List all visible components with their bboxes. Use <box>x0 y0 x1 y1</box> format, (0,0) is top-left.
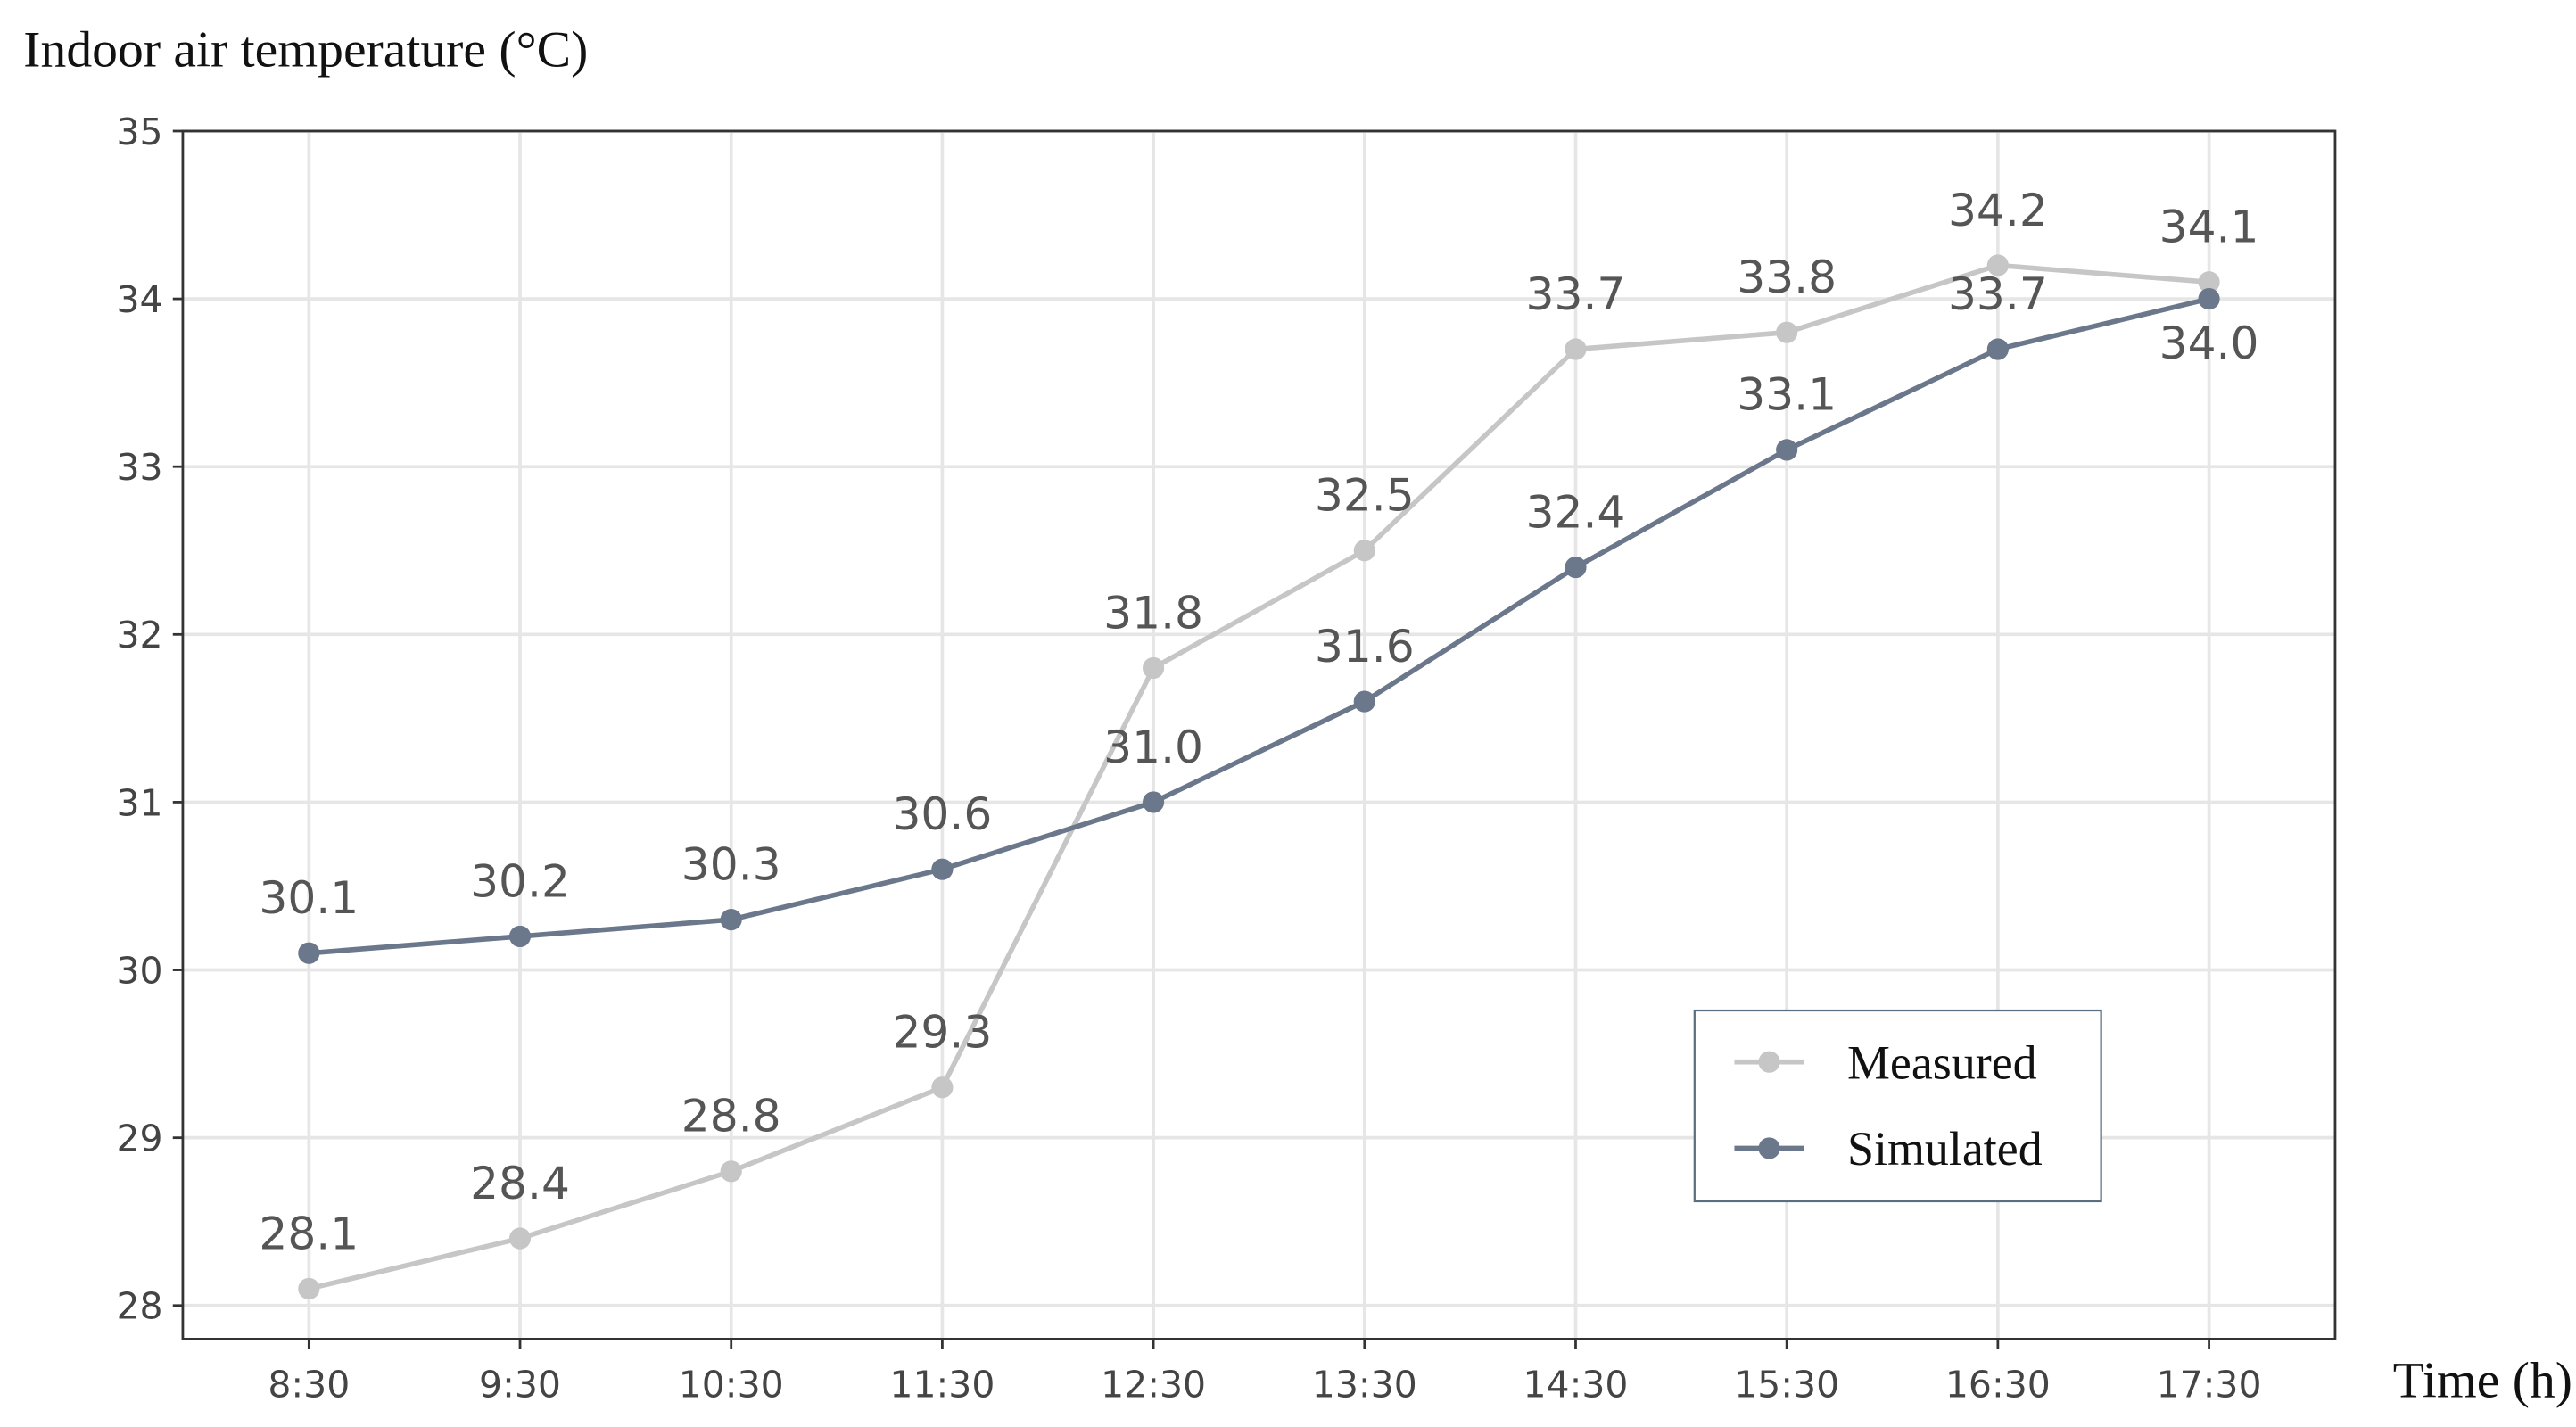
y-tick-label: 30 <box>117 949 163 992</box>
data-label: 34.2 <box>1948 184 2048 236</box>
y-tick-label: 31 <box>117 781 163 824</box>
data-point <box>1565 556 1587 579</box>
legend-marker <box>1758 1137 1780 1159</box>
data-label: 34.1 <box>2159 201 2259 253</box>
data-point <box>298 942 320 964</box>
data-point <box>508 925 532 948</box>
data-point <box>1986 254 2009 276</box>
data-label: 31.0 <box>1103 721 1203 773</box>
x-tick-label: 10:30 <box>679 1364 784 1406</box>
data-label: 30.6 <box>892 788 992 840</box>
data-point <box>1353 540 1375 562</box>
data-label: 28.1 <box>259 1207 359 1259</box>
data-point <box>931 858 954 880</box>
data-point <box>1776 439 1798 461</box>
legend: Measured Simulated <box>1693 1009 2102 1203</box>
data-label: 32.4 <box>1526 485 1626 538</box>
data-point <box>1986 338 2009 360</box>
data-label: 30.2 <box>470 854 570 907</box>
data-label: 33.8 <box>1737 251 1837 303</box>
data-label: 34.0 <box>2159 317 2259 369</box>
data-label: 29.3 <box>892 1006 992 1059</box>
y-tick-label: 32 <box>117 614 163 656</box>
x-tick-label: 9:30 <box>479 1364 561 1406</box>
series-line <box>309 296 2210 956</box>
data-point <box>2198 287 2220 310</box>
x-tick-label: 17:30 <box>2157 1364 2262 1406</box>
x-tick-label: 11:30 <box>889 1364 995 1406</box>
data-point <box>508 1227 532 1250</box>
data-label: 28.4 <box>470 1157 570 1209</box>
x-axis-title: Time (h) <box>2393 1353 2572 1409</box>
y-tick-label: 35 <box>117 111 163 153</box>
y-axis-title: Indoor air temperature (°C) <box>23 21 588 78</box>
data-point <box>720 1160 742 1183</box>
y-tick-label: 33 <box>117 446 163 489</box>
data-label: 33.7 <box>1948 268 2048 320</box>
data-point <box>720 909 742 931</box>
data-label: 33.1 <box>1737 368 1837 421</box>
x-tick-label: 14:30 <box>1523 1364 1629 1406</box>
data-point <box>1776 321 1798 343</box>
data-label: 30.1 <box>259 871 359 924</box>
data-point <box>1353 690 1375 713</box>
y-tick-label: 34 <box>117 278 163 321</box>
legend-box <box>1693 1009 2102 1203</box>
data-label: 32.5 <box>1315 469 1415 522</box>
x-tick-label: 13:30 <box>1312 1364 1417 1406</box>
data-label: 31.6 <box>1315 620 1415 672</box>
data-label: 30.3 <box>681 837 781 890</box>
x-tick-label: 16:30 <box>1945 1364 2051 1406</box>
data-point <box>1143 656 1165 680</box>
legend-label: Measured <box>1847 1035 2037 1089</box>
data-label: 33.7 <box>1526 268 1626 320</box>
y-tick-label: 28 <box>117 1285 163 1328</box>
data-point <box>1565 338 1587 360</box>
data-label: 31.8 <box>1103 586 1203 639</box>
y-tick-label: 29 <box>117 1118 163 1160</box>
legend-marker <box>1758 1051 1780 1073</box>
series-line <box>308 262 2209 1291</box>
data-point <box>298 1277 320 1300</box>
x-tick-label: 12:30 <box>1101 1364 1206 1406</box>
data-point <box>2198 271 2220 293</box>
data-label: 28.8 <box>681 1090 781 1142</box>
data-point <box>931 1076 954 1099</box>
plot-frame <box>181 129 2337 1340</box>
legend-label: Simulated <box>1847 1122 2043 1175</box>
x-tick-label: 8:30 <box>268 1364 350 1406</box>
data-point <box>1143 791 1165 813</box>
x-tick-label: 15:30 <box>1734 1364 1839 1406</box>
